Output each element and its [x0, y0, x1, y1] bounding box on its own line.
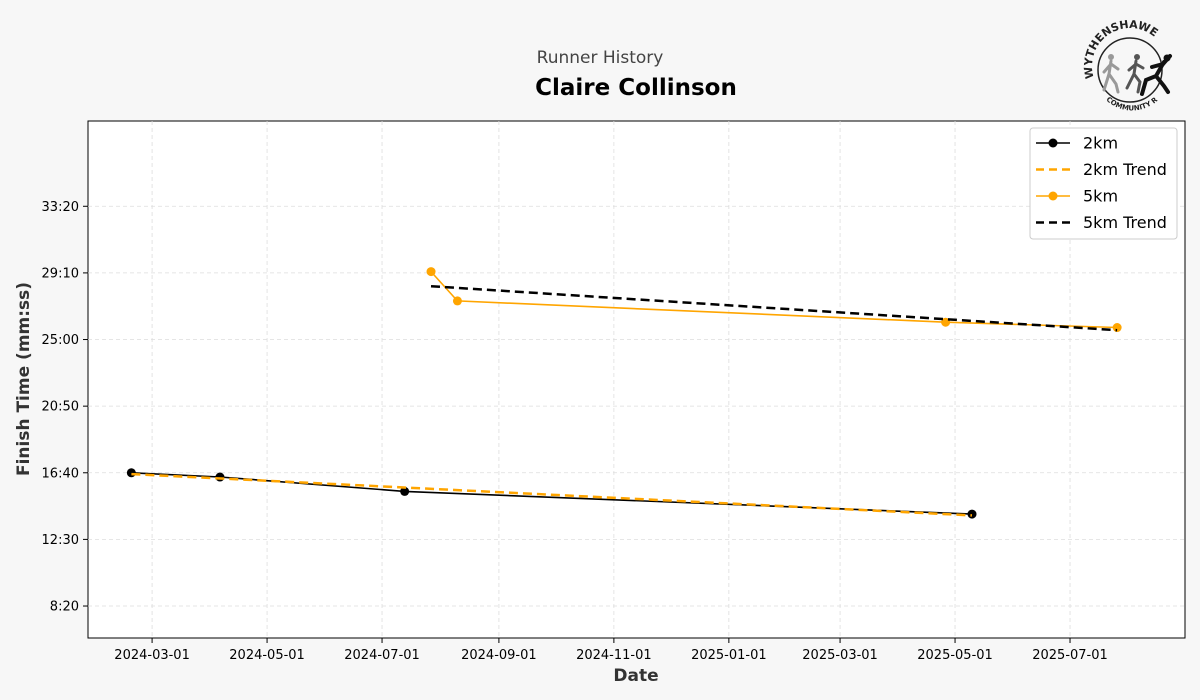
x-tick-label: 2025-01-01 — [691, 648, 767, 663]
x-axis-label: Date — [613, 666, 658, 686]
x-tick-label: 2024-03-01 — [114, 648, 190, 663]
data-point-5km — [941, 317, 951, 327]
series-line-5km — [430, 271, 1118, 329]
x-tick-label: 2025-03-01 — [802, 648, 878, 663]
y-tick-label: 16:40 — [42, 466, 79, 481]
series-line-2km-trend — [131, 472, 973, 517]
x-tick-label: 2025-07-01 — [1032, 648, 1108, 663]
logo-runner-2 — [1125, 54, 1145, 94]
series-2km-trend — [131, 472, 973, 517]
series-layer — [126, 267, 1122, 519]
series-5km-trend — [430, 284, 1118, 332]
x-tick-label: 2024-09-01 — [461, 648, 537, 663]
y-tick-label: 29:10 — [42, 266, 79, 281]
logo-ring — [1097, 37, 1163, 103]
data-point-5km — [452, 296, 462, 306]
data-point-2km — [967, 509, 977, 519]
y-tick-label: 8:20 — [50, 600, 79, 615]
x-axis-ticks: 2024-03-01 2024-05-01 2024-07-01 2024-09-01… — [114, 638, 1108, 663]
data-point-2km — [215, 472, 225, 482]
chart-subtitle: Runner History — [537, 48, 664, 68]
series-line-5km-trend — [430, 284, 1118, 332]
y-tick-label: 33:20 — [42, 200, 79, 215]
legend-marker — [1048, 191, 1058, 201]
logo-runner-1 — [1102, 54, 1120, 94]
y-tick-label: 25:00 — [42, 333, 79, 348]
legend-item-2km: 2km — [1036, 134, 1118, 153]
x-tick-label: 2024-05-01 — [229, 648, 305, 663]
series-line-2km — [131, 472, 973, 515]
data-point-5km — [1112, 323, 1122, 333]
legend-label: 2km Trend — [1083, 160, 1167, 179]
series-5km — [426, 267, 1122, 333]
legend-label: 5km — [1083, 187, 1118, 206]
legend-label: 5km Trend — [1083, 213, 1167, 232]
legend-items: 2km 2km Trend 5km 5km Trend — [1036, 134, 1167, 232]
legend-item-5km: 5km — [1036, 187, 1118, 206]
y-axis-ticks: 8:20 12:30 16:40 20:50 25:00 29:10 33:20 — [42, 200, 88, 615]
legend-label: 2km — [1083, 134, 1118, 153]
x-tick-label: 2024-11-01 — [576, 648, 652, 663]
logo-text-bottom: COMMUNITY RUN — [1105, 64, 1160, 112]
series-2km — [126, 468, 977, 519]
chart-title: Claire Collinson — [535, 75, 737, 101]
y-tick-label: 20:50 — [42, 400, 79, 415]
logo-runner-3 — [1140, 54, 1172, 96]
logo-text-top: WYTHENSHAWE — [1082, 18, 1161, 80]
data-point-5km — [426, 267, 436, 277]
chart-legend: 2km 2km Trend 5km 5km Trend — [1029, 127, 1178, 240]
plot-area — [87, 120, 1186, 639]
legend-marker — [1048, 138, 1058, 148]
legend-item-2km-trend: 2km Trend — [1036, 160, 1167, 179]
y-tick-label: 12:30 — [42, 533, 79, 548]
legend-item-5km-trend: 5km Trend — [1036, 213, 1167, 232]
community-run-logo: WYTHENSHAWE COMMUNITY RUN — [1082, 18, 1172, 112]
x-tick-label: 2024-07-01 — [344, 648, 420, 663]
data-point-2km — [400, 486, 410, 496]
data-point-2km — [126, 468, 136, 478]
x-tick-label: 2025-05-01 — [917, 648, 993, 663]
y-axis-label: Finish Time (mm:ss) — [14, 282, 34, 476]
legend-box — [1029, 127, 1178, 240]
